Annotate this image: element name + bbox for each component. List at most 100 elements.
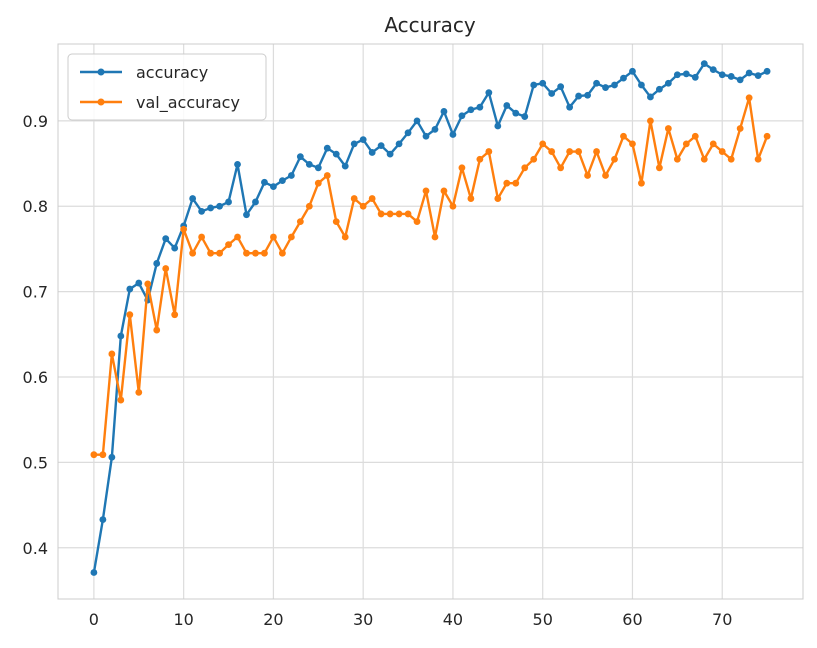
data-point-val-accuracy [216, 249, 223, 257]
data-point-accuracy [153, 260, 161, 267]
data-point-accuracy [162, 235, 170, 243]
data-point-val-accuracy [503, 179, 511, 187]
data-point-val-accuracy [655, 164, 663, 172]
data-point-val-accuracy [117, 396, 125, 404]
data-point-val-accuracy [512, 179, 520, 187]
plot-area-frame [57, 43, 804, 600]
data-point-accuracy [395, 140, 403, 148]
data-point-accuracy [691, 73, 699, 81]
data-point-accuracy [718, 71, 726, 79]
data-point-val-accuracy [135, 388, 143, 396]
data-point-val-accuracy [305, 202, 313, 210]
data-point-val-accuracy [763, 132, 771, 140]
data-point-val-accuracy [709, 140, 717, 148]
data-point-accuracy [270, 183, 277, 190]
data-point-accuracy [476, 103, 484, 111]
data-point-val-accuracy [386, 210, 394, 218]
x-tick-label: 10 [173, 610, 193, 629]
data-point-accuracy [512, 109, 520, 117]
chart-title: Accuracy [384, 13, 475, 37]
data-point-val-accuracy [332, 218, 340, 226]
data-point-val-accuracy [341, 233, 349, 241]
data-point-val-accuracy [566, 148, 574, 155]
legend-box [67, 53, 267, 121]
data-point-accuracy [314, 164, 322, 172]
data-point-accuracy [413, 117, 421, 125]
data-point-accuracy [243, 211, 250, 219]
data-point-accuracy [629, 67, 636, 75]
data-point-val-accuracy [153, 326, 161, 334]
data-point-val-accuracy [718, 148, 726, 155]
data-point-val-accuracy [413, 218, 421, 226]
data-point-accuracy [620, 74, 627, 82]
data-point-val-accuracy [530, 155, 538, 163]
y-axis: 0.4 0.5 0.6 0.7 0.8 0.9 [23, 112, 48, 558]
data-point-val-accuracy [171, 311, 179, 319]
data-point-accuracy [521, 113, 529, 120]
data-point-val-accuracy [467, 195, 475, 202]
data-point-accuracy [494, 122, 502, 130]
x-tick-label: 60 [622, 610, 642, 629]
data-point-accuracy [404, 129, 412, 137]
data-point-val-accuracy [449, 202, 457, 210]
data-point-accuracy [234, 160, 241, 168]
data-point-accuracy [350, 140, 358, 148]
legend-label-accuracy: accuracy [136, 63, 208, 82]
data-point-val-accuracy [611, 155, 618, 163]
y-tick-label: 0.8 [23, 197, 48, 216]
data-point-accuracy [602, 84, 609, 91]
data-point-val-accuracy [404, 210, 412, 218]
data-point-accuracy [99, 516, 107, 523]
data-point-val-accuracy [593, 148, 600, 155]
series-layer [90, 60, 771, 576]
legend-dot-accuracy [97, 68, 105, 76]
data-point-accuracy [673, 71, 681, 79]
data-point-val-accuracy [664, 125, 672, 132]
data-point-accuracy [647, 93, 654, 101]
data-point-accuracy [431, 125, 439, 133]
data-point-val-accuracy [234, 233, 241, 241]
data-point-accuracy [557, 83, 565, 91]
data-point-val-accuracy [350, 195, 358, 202]
data-point-val-accuracy [126, 311, 134, 319]
data-point-val-accuracy [189, 249, 197, 257]
data-point-val-accuracy [638, 179, 645, 187]
data-point-accuracy [252, 198, 259, 206]
data-point-accuracy [440, 108, 448, 115]
data-point-accuracy [368, 149, 376, 156]
data-point-accuracy [638, 81, 645, 89]
data-point-accuracy [593, 79, 600, 87]
data-point-accuracy [189, 195, 197, 202]
data-point-accuracy [108, 453, 116, 461]
data-point-accuracy [664, 79, 672, 87]
data-point-val-accuracy [323, 172, 331, 179]
data-point-val-accuracy [261, 249, 268, 257]
data-point-val-accuracy [314, 179, 322, 187]
data-point-accuracy [225, 198, 232, 206]
data-point-accuracy [467, 106, 475, 114]
data-point-accuracy [198, 207, 206, 215]
data-point-val-accuracy [745, 94, 753, 102]
data-point-val-accuracy [287, 233, 295, 241]
data-point-val-accuracy [691, 132, 699, 140]
data-point-val-accuracy [575, 148, 582, 155]
data-point-val-accuracy [144, 280, 152, 288]
data-point-val-accuracy [629, 140, 636, 148]
data-point-val-accuracy [431, 233, 439, 241]
x-tick-label: 0 [89, 610, 99, 629]
data-point-val-accuracy [700, 155, 708, 163]
data-point-val-accuracy [476, 155, 484, 163]
y-tick-label: 0.7 [23, 283, 48, 302]
data-point-val-accuracy [225, 241, 232, 249]
data-point-val-accuracy [180, 225, 188, 233]
data-point-val-accuracy [108, 350, 116, 358]
data-point-accuracy [503, 102, 511, 109]
data-point-accuracy [727, 73, 735, 80]
data-point-accuracy [135, 279, 143, 287]
data-point-val-accuracy [99, 451, 107, 459]
data-point-accuracy [279, 177, 286, 185]
y-tick-label: 0.4 [23, 539, 48, 558]
grid [58, 44, 803, 599]
data-point-val-accuracy [494, 195, 502, 202]
data-point-accuracy [530, 81, 538, 89]
